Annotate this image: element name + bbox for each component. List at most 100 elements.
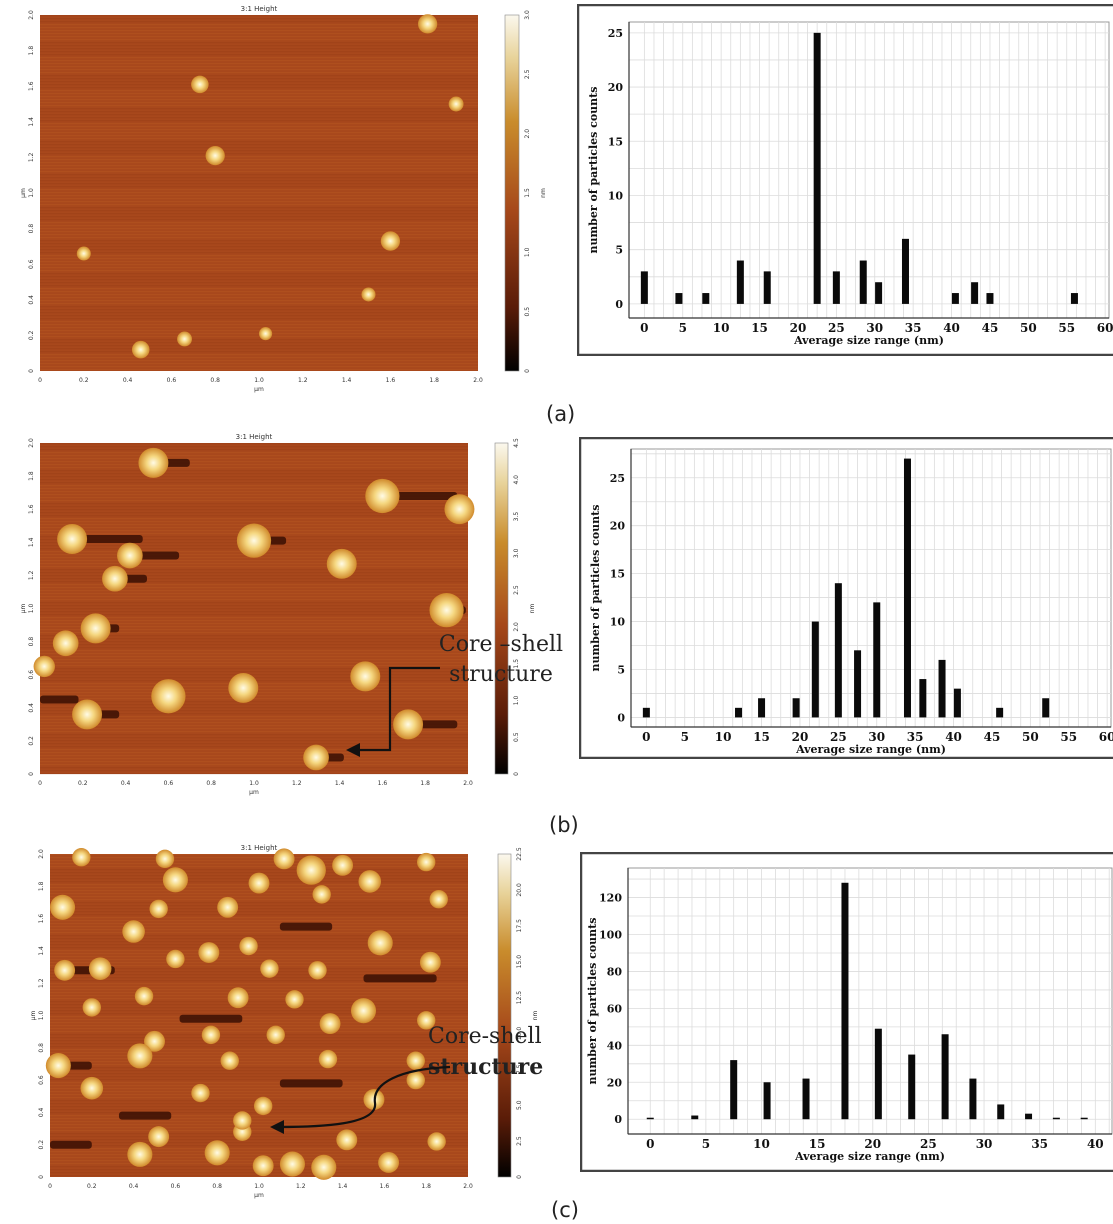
afm-scanline xyxy=(40,36,478,38)
afm-colorbar-tick-label: 2.0 xyxy=(513,622,520,632)
afm-scanline xyxy=(40,752,468,754)
afm-scanline xyxy=(40,270,478,272)
afm-scanline xyxy=(50,1007,468,1009)
afm-colorbar-tick-label: 1.0 xyxy=(513,695,520,705)
afm-scanline xyxy=(40,506,468,508)
afm-scanline xyxy=(40,470,468,472)
afm-colorbar-tick-label: 3.0 xyxy=(524,10,531,20)
afm-scanline xyxy=(40,509,468,511)
afm-scanline xyxy=(40,366,478,368)
afm-scanline xyxy=(40,27,478,29)
afm-scanline xyxy=(40,234,478,236)
afm-scanline xyxy=(50,1028,468,1030)
bar xyxy=(1070,293,1078,304)
afm-scanline xyxy=(40,156,478,158)
afm-particle xyxy=(427,1132,446,1151)
bar xyxy=(811,621,819,718)
afm-scanline xyxy=(50,923,468,925)
y-tick-label: 10 xyxy=(610,616,626,629)
afm-scanline xyxy=(40,153,478,155)
afm-particle xyxy=(228,672,259,703)
afm-scanline xyxy=(40,141,478,143)
afm-scanline xyxy=(40,246,478,248)
afm-particle xyxy=(273,848,295,870)
afm-x-tick-label: 0.2 xyxy=(78,780,88,787)
afm-scanline xyxy=(40,578,468,580)
afm-x-tick-label: 1.0 xyxy=(254,377,264,384)
afm-colorbar-tick-label: 1.5 xyxy=(524,188,531,198)
afm-scanline xyxy=(40,590,468,592)
x-tick-label: 40 xyxy=(943,321,960,335)
afm-scanline xyxy=(40,749,468,751)
afm-scanline xyxy=(40,354,478,356)
afm-particle xyxy=(88,957,112,980)
afm-scanline xyxy=(50,917,468,919)
afm-particle xyxy=(308,961,327,980)
bar xyxy=(758,698,766,718)
afm-scanline xyxy=(40,348,478,350)
afm-scanline xyxy=(40,21,478,23)
afm-colorbar-tick-label: 7.5 xyxy=(516,1064,523,1074)
afm-scanline xyxy=(50,905,468,907)
afm-y-tick-label: 1.4 xyxy=(28,537,35,547)
afm-particle xyxy=(76,246,91,261)
x-tick-label: 35 xyxy=(905,321,922,335)
afm-scanline xyxy=(40,264,478,266)
annotation-b-line2: structure xyxy=(449,662,553,687)
x-tick-label: 10 xyxy=(715,730,732,744)
afm-scanline xyxy=(50,1145,468,1147)
afm-scanline xyxy=(50,1127,468,1129)
afm-dark-streak xyxy=(179,1014,243,1023)
afm-scanline xyxy=(50,1013,468,1015)
afm-scanline xyxy=(40,572,468,574)
afm-particle xyxy=(233,1111,252,1130)
afm-scanline xyxy=(50,1133,468,1135)
annotation-c-line1: Core-shell xyxy=(428,1024,542,1049)
afm-scanline xyxy=(40,635,468,637)
afm-scanline xyxy=(40,671,468,673)
afm-scanline xyxy=(40,99,478,101)
afm-scanline xyxy=(40,656,468,658)
afm-scanline xyxy=(40,719,468,721)
afm-scanline xyxy=(50,1064,468,1066)
afm-scanline xyxy=(40,75,478,77)
afm-x-tick-label: 1.2 xyxy=(298,377,308,384)
afm-particle xyxy=(406,1051,425,1070)
afm-scanline xyxy=(50,1091,468,1093)
afm-scanline xyxy=(50,947,468,949)
afm-colorbar-tick-label: 2.5 xyxy=(524,69,531,79)
afm-colorbar-tick-label: 17.5 xyxy=(516,919,523,933)
bar xyxy=(813,32,821,304)
afm-scanline xyxy=(40,285,478,287)
afm-scanline xyxy=(40,632,468,634)
afm-particle xyxy=(205,145,225,166)
afm-scanline xyxy=(40,123,478,125)
afm-scanline xyxy=(40,339,478,341)
afm-scanline xyxy=(40,333,478,335)
afm-particle xyxy=(149,899,168,919)
y-tick-label: 0 xyxy=(615,298,623,311)
afm-scanline xyxy=(40,198,478,200)
afm-colorbar-tick-label: 0.5 xyxy=(524,307,531,317)
afm-scanline xyxy=(40,132,478,134)
afm-scanline xyxy=(40,476,468,478)
plot-area xyxy=(628,21,1110,319)
afm-scanline xyxy=(50,1067,468,1069)
x-tick-label: 0 xyxy=(642,730,650,744)
afm-particle xyxy=(166,949,185,969)
afm-scanline xyxy=(40,84,478,86)
afm-scanline xyxy=(40,288,478,290)
afm-scanline xyxy=(40,225,478,227)
afm-scanline xyxy=(50,926,468,928)
afm-scanline xyxy=(40,240,478,242)
afm-title: 3:1 Height xyxy=(236,433,273,441)
afm-scanline xyxy=(50,950,468,952)
afm-scanline xyxy=(40,611,468,613)
afm-scanline xyxy=(50,854,468,856)
afm-svg-c: 3:1 Height 0 0.2 0.4 0.6 0.8 1.0 1.2 1.4 1.6 1.8 2.… xyxy=(30,844,539,1199)
afm-scanline xyxy=(40,150,478,152)
afm-particle xyxy=(191,1083,210,1103)
afm-dark-streak xyxy=(78,534,143,543)
bar xyxy=(1042,698,1050,718)
afm-scanline xyxy=(50,866,468,868)
